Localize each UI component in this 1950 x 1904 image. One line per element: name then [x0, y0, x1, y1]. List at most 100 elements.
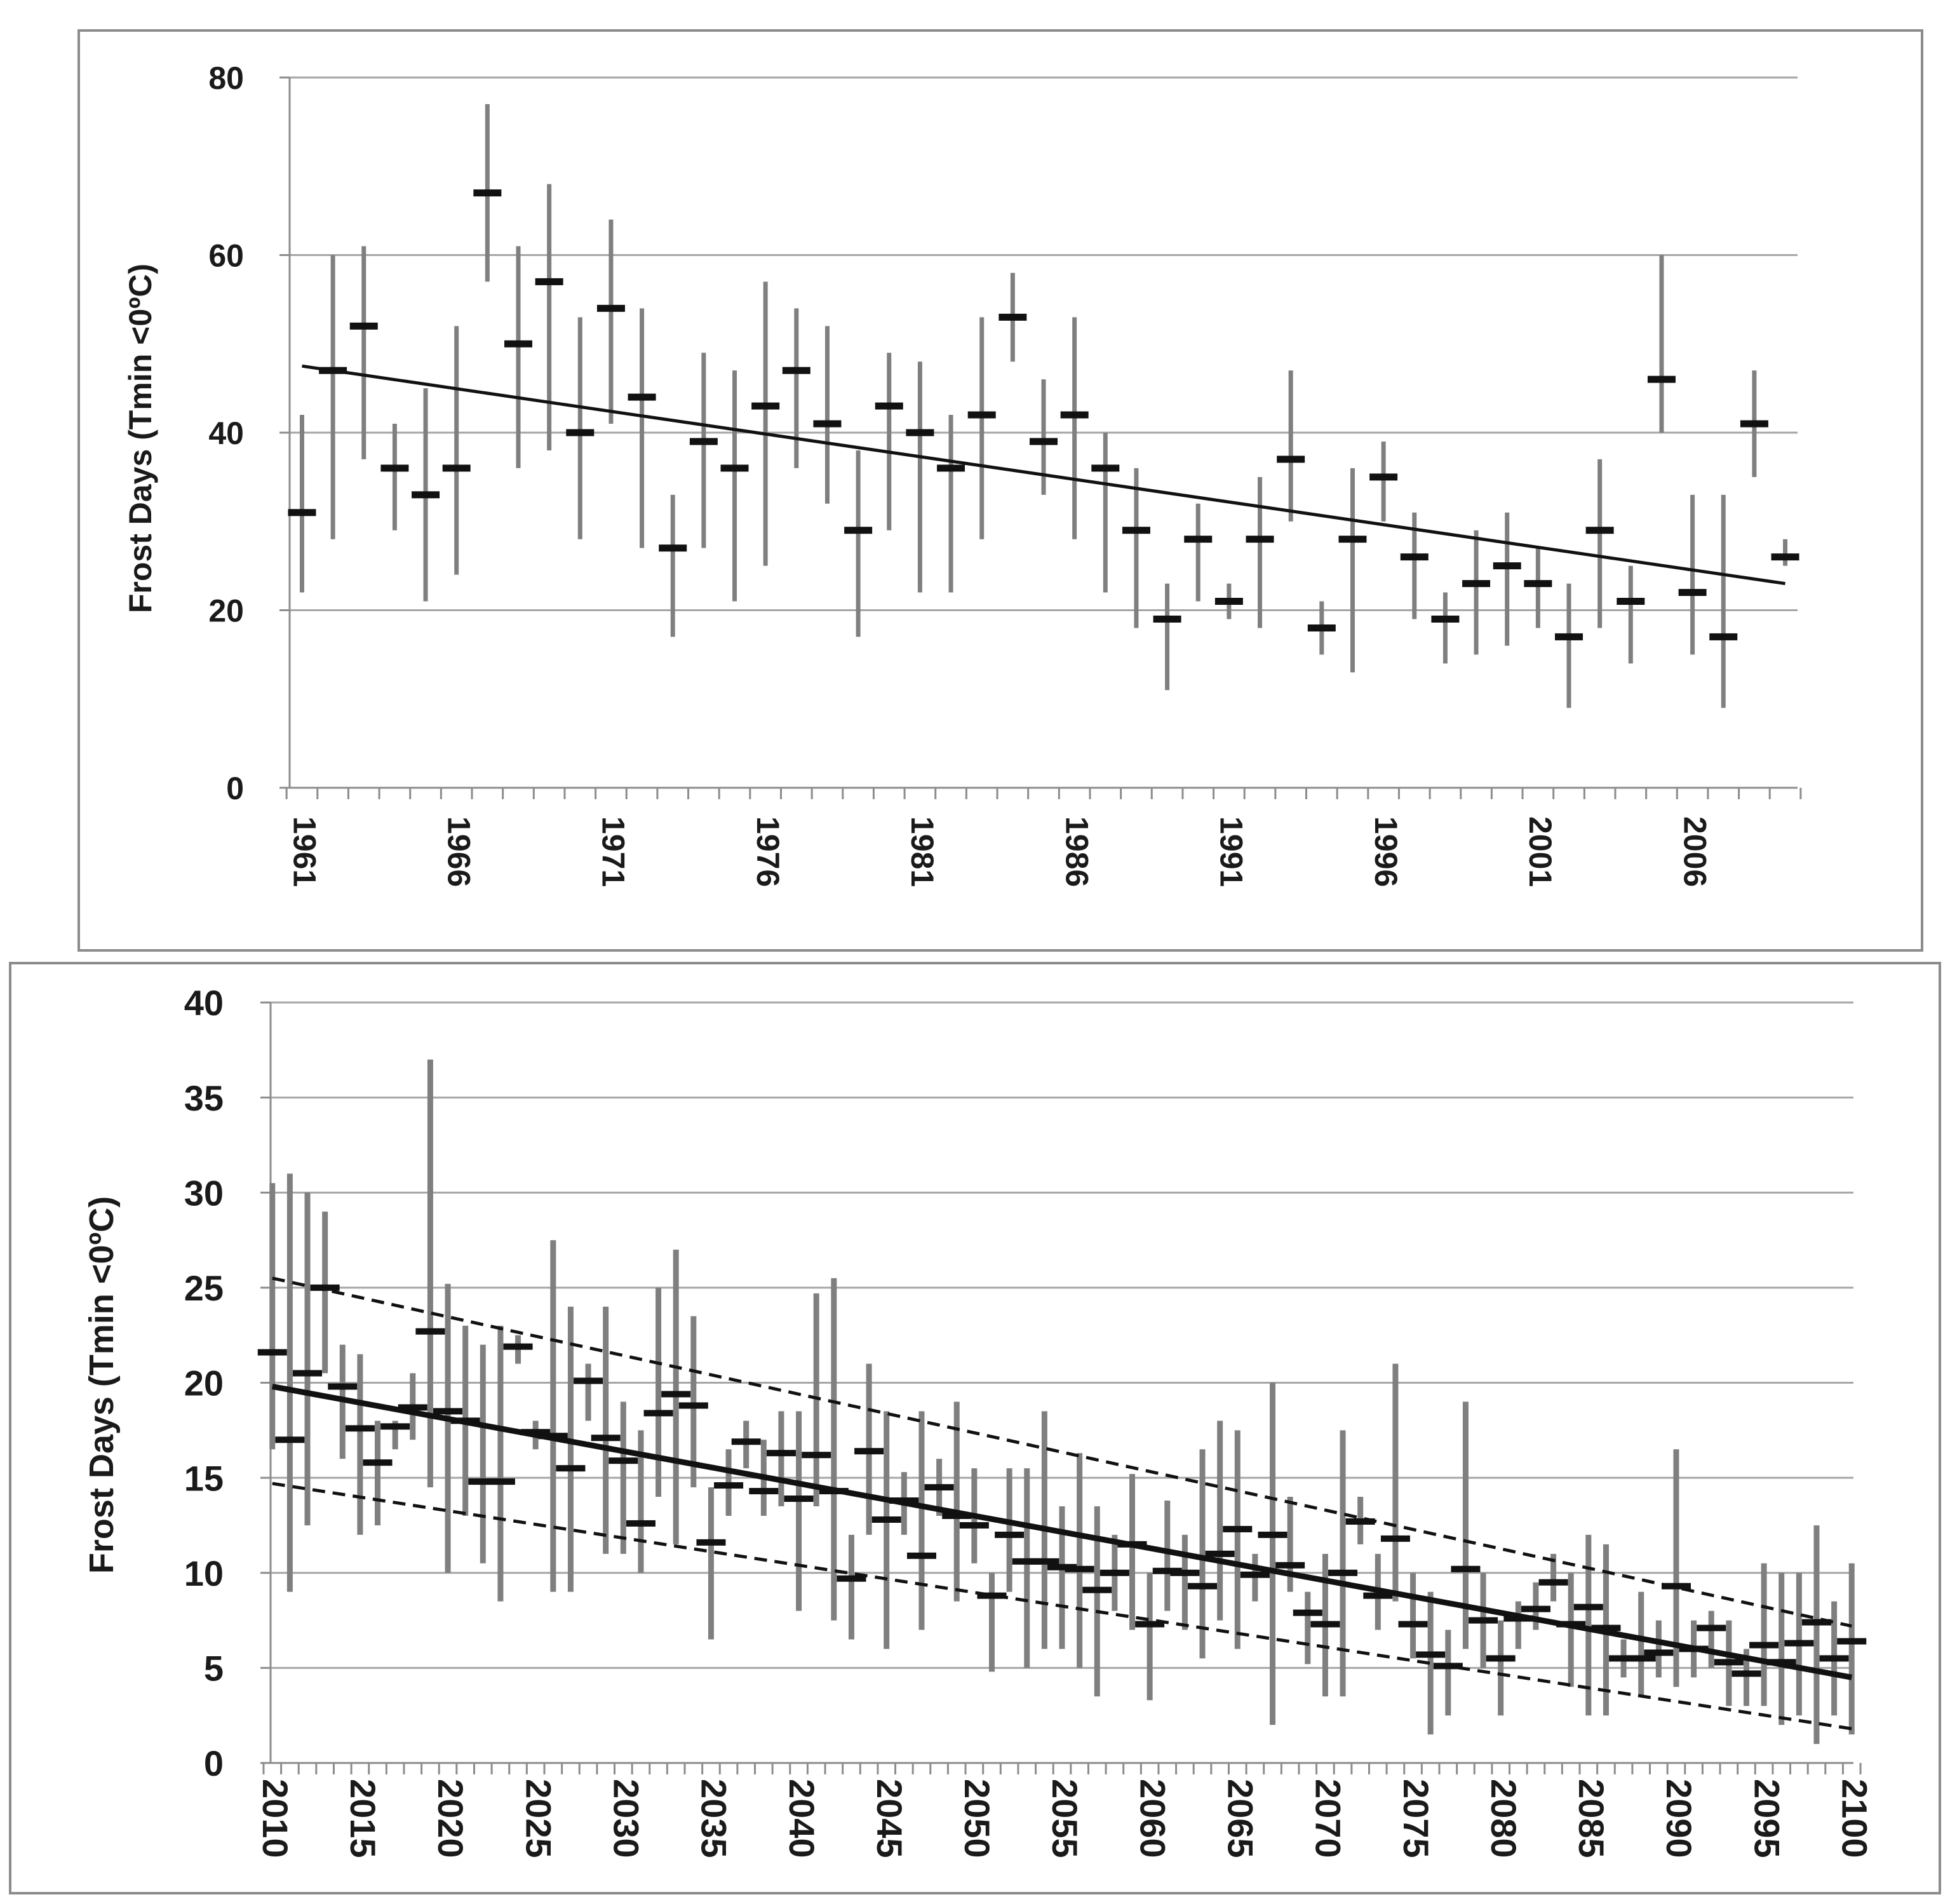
top-value-marker: [1585, 527, 1614, 534]
bottom-value-marker: [924, 1484, 954, 1491]
bottom-y-tick-label: 10: [184, 1553, 224, 1593]
bottom-value-marker: [678, 1402, 708, 1409]
bottom-y-axis-title: Frost Days (Tmin <0ºC): [83, 1196, 121, 1574]
top-value-marker: [628, 393, 656, 401]
top-x-tick-label: 1971: [596, 816, 631, 887]
bottom-value-marker: [871, 1516, 901, 1523]
bottom-value-marker: [977, 1592, 1007, 1599]
bottom-value-marker: [643, 1410, 673, 1417]
top-value-marker: [1647, 375, 1676, 383]
top-value-marker: [813, 420, 842, 428]
bottom-value-marker: [784, 1496, 814, 1502]
top-y-tick-label: 80: [208, 60, 244, 96]
bottom-x-tick-label: 2025: [518, 1779, 558, 1858]
bottom-value-marker: [626, 1520, 656, 1527]
bottom-value-marker: [1661, 1583, 1691, 1590]
top-value-marker: [1214, 598, 1243, 605]
top-x-tick-label: 2001: [1523, 816, 1558, 887]
bottom-value-marker: [345, 1425, 375, 1432]
top-x-tick-label: 1981: [904, 816, 940, 887]
bottom-value-marker: [1837, 1638, 1867, 1645]
bottom-value-marker: [485, 1478, 515, 1485]
top-x-tick-label: 1966: [441, 816, 476, 887]
bottom-value-marker: [1363, 1592, 1393, 1599]
bottom-value-marker: [1223, 1525, 1253, 1532]
bottom-value-marker: [1626, 1655, 1656, 1662]
bottom-value-marker: [398, 1404, 427, 1411]
bottom-value-marker: [942, 1512, 972, 1519]
bottom-value-marker: [1538, 1579, 1568, 1586]
top-value-marker: [1431, 615, 1460, 623]
top-value-marker: [844, 527, 873, 534]
bottom-value-marker: [696, 1539, 726, 1546]
top-y-tick-label: 0: [226, 771, 244, 806]
bottom-value-marker: [1082, 1586, 1112, 1593]
bottom-x-tick-label: 2060: [1133, 1779, 1173, 1858]
bottom-value-marker: [1591, 1624, 1621, 1631]
bottom-value-marker: [714, 1482, 744, 1489]
top-value-marker: [349, 322, 378, 330]
bottom-y-tick-label: 15: [184, 1458, 224, 1498]
bottom-value-marker: [1380, 1535, 1410, 1542]
bottom-value-marker: [854, 1448, 884, 1455]
bottom-lower-bound-line: [272, 1482, 1852, 1731]
top-value-marker: [1338, 536, 1367, 543]
top-value-marker: [1617, 598, 1645, 605]
top-value-marker: [535, 278, 563, 285]
top-value-marker: [1400, 553, 1429, 561]
top-value-marker: [999, 313, 1027, 321]
bottom-value-marker: [1258, 1531, 1288, 1538]
bottom-value-marker: [556, 1465, 586, 1472]
bottom-x-tick-label: 2050: [957, 1779, 997, 1858]
bottom-value-marker: [1573, 1604, 1603, 1610]
bottom-y-tick-label: 25: [184, 1268, 224, 1308]
top-value-marker: [1709, 633, 1738, 640]
bottom-x-tick-label: 2065: [1220, 1779, 1260, 1858]
bottom-value-marker: [1099, 1569, 1129, 1576]
top-value-marker: [504, 340, 532, 348]
top-value-marker: [596, 304, 625, 312]
bottom-value-marker: [310, 1284, 340, 1291]
top-value-marker: [1246, 536, 1274, 543]
bottom-value-marker: [1697, 1624, 1726, 1631]
bottom-value-marker: [591, 1435, 621, 1442]
top-value-marker: [906, 429, 934, 436]
top-y-tick-label: 60: [208, 238, 244, 274]
bottom-y-tick-label: 35: [184, 1078, 224, 1118]
bottom-value-marker: [837, 1575, 866, 1582]
bottom-value-marker: [275, 1436, 305, 1443]
bottom-y-tick-label: 30: [184, 1173, 224, 1213]
top-value-marker: [720, 464, 749, 472]
top-value-marker: [689, 438, 718, 445]
top-value-marker: [1153, 615, 1181, 623]
bottom-x-tick-label: 2030: [607, 1779, 647, 1858]
bottom-y-tick-label: 5: [204, 1649, 224, 1689]
bottom-value-marker: [1205, 1550, 1235, 1557]
bottom-x-tick-label: 2080: [1484, 1779, 1524, 1858]
bottom-y-tick-label: 40: [184, 983, 224, 1023]
top-value-marker: [875, 402, 903, 410]
bottom-value-marker: [959, 1522, 989, 1529]
top-value-marker: [380, 464, 409, 472]
bottom-value-marker: [995, 1531, 1025, 1538]
top-x-tick-label: 1961: [286, 816, 322, 887]
bottom-value-marker: [293, 1370, 323, 1377]
bottom-value-marker: [415, 1328, 445, 1335]
bottom-value-marker: [1188, 1583, 1218, 1590]
bottom-value-marker: [661, 1391, 691, 1398]
top-value-marker: [967, 411, 996, 419]
bottom-value-marker: [906, 1552, 936, 1559]
bottom-value-marker: [1293, 1609, 1322, 1616]
bottom-value-marker: [1749, 1642, 1779, 1649]
bottom-value-marker: [1240, 1571, 1270, 1578]
bottom-value-marker: [749, 1488, 779, 1495]
top-x-tick-label: 2006: [1677, 816, 1712, 887]
bottom-value-marker: [257, 1349, 287, 1356]
top-value-marker: [412, 491, 440, 499]
top-value-marker: [1462, 580, 1491, 588]
bottom-trend-line: [271, 1384, 1853, 1680]
bottom-x-tick-label: 2090: [1659, 1779, 1699, 1858]
bottom-value-marker: [1731, 1670, 1761, 1677]
bottom-value-marker: [1328, 1569, 1358, 1576]
bottom-value-marker: [1644, 1649, 1674, 1656]
